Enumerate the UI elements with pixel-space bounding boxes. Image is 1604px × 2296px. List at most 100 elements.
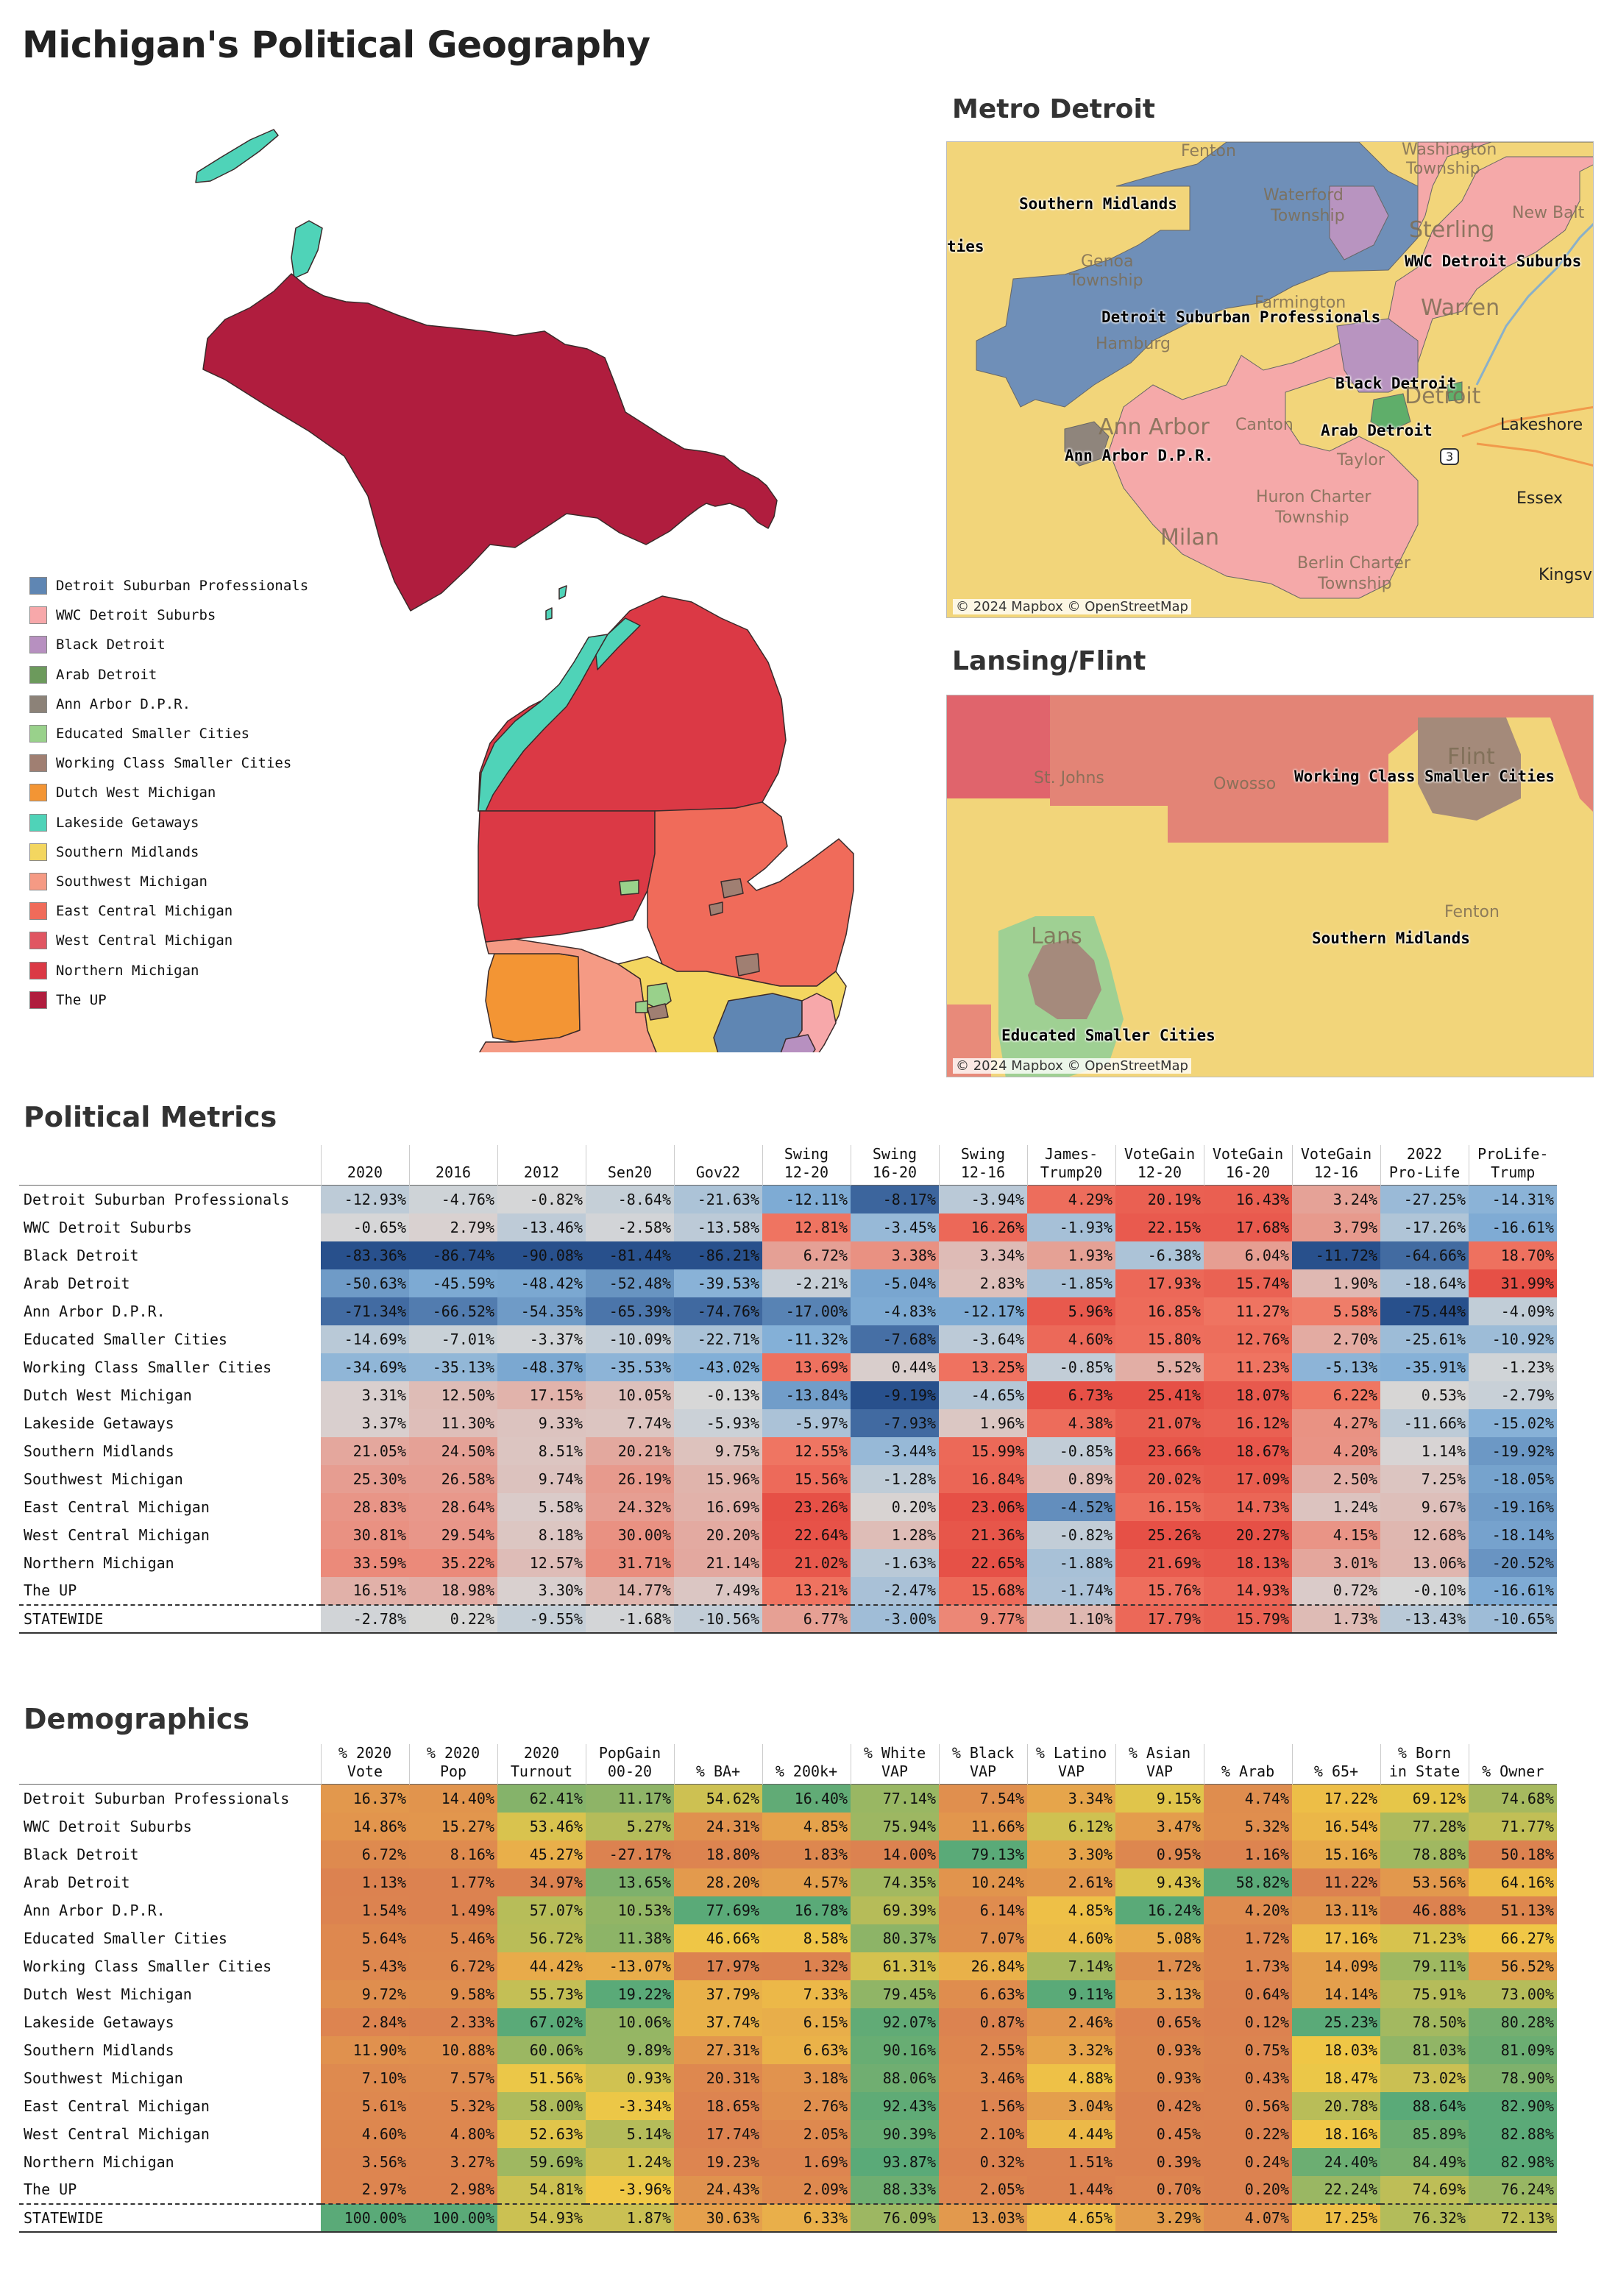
table-cell: 3.37% xyxy=(321,1409,409,1437)
column-header[interactable]: % BA+ xyxy=(673,1744,762,1785)
table-total-row[interactable]: STATEWIDE 100.00% 100.00% 54.93% 1.87% 30.63%… xyxy=(19,2203,1557,2233)
column-header[interactable]: % White VAP xyxy=(850,1744,939,1785)
table-row[interactable]: Southern Midlands 11.90% 10.88% 60.06% 9.89%… xyxy=(19,2035,1557,2064)
column-header[interactable]: 2020 xyxy=(320,1145,409,1186)
table-cell: 1.87% xyxy=(586,2203,674,2233)
table-cell: -1.74% xyxy=(1027,1576,1115,1605)
column-header[interactable]: 2020 Turnout xyxy=(497,1744,586,1785)
legend-swatch xyxy=(29,932,47,950)
table-cell: 3.79% xyxy=(1292,1213,1380,1241)
column-header[interactable]: Gov22 xyxy=(673,1145,762,1186)
table-row[interactable]: Southwest Michigan 7.10% 7.57% 51.56% 0.93% 2… xyxy=(19,2063,1557,2092)
table-row[interactable]: Detroit Suburban Professionals -12.93% -4.… xyxy=(19,1185,1557,1213)
table-cell: 28.83% xyxy=(321,1492,409,1521)
column-header[interactable]: PopGain 00-20 xyxy=(585,1744,674,1785)
column-header[interactable]: % Owner xyxy=(1468,1744,1557,1785)
table-cell: 0.70% xyxy=(1115,2175,1204,2204)
column-header[interactable]: % Black VAP xyxy=(938,1744,1027,1785)
table-row[interactable]: Lakeside Getaways 2.84% 2.33% 67.02% 10.06% 3… xyxy=(19,2008,1557,2036)
table-cell: -65.39% xyxy=(586,1297,674,1325)
table-cell: 7.54% xyxy=(939,1784,1027,1813)
column-header[interactable]: % Born in State xyxy=(1380,1744,1469,1785)
column-header-line: 2020 xyxy=(523,1744,560,1762)
table-row[interactable]: Ann Arbor D.P.R. -71.34% -66.52% -54.35% -65… xyxy=(19,1297,1557,1325)
column-header[interactable]: 2012 xyxy=(497,1145,586,1186)
table-cell: 18.16% xyxy=(1292,2119,1380,2148)
table-row[interactable]: Arab Detroit 1.13% 1.77% 34.97% 13.65% 28.20%… xyxy=(19,1868,1557,1896)
table-total-row[interactable]: STATEWIDE -2.78% 0.22% -9.55% -1.68% -10.56% 6… xyxy=(19,1604,1557,1634)
table-row[interactable]: Working Class Smaller Cities -34.69% -35.1… xyxy=(19,1353,1557,1381)
legend-item: Black Detroit xyxy=(29,630,308,659)
column-header[interactable]: % 200k+ xyxy=(762,1744,851,1785)
column-header[interactable]: VoteGain 16-20 xyxy=(1203,1145,1292,1186)
column-header[interactable]: James- Trump20 xyxy=(1026,1145,1115,1186)
table-cell: 14.00% xyxy=(851,1840,939,1868)
legend-swatch xyxy=(29,991,47,1009)
table-row[interactable]: Dutch West Michigan 3.31% 12.50% 17.15% 10.0… xyxy=(19,1381,1557,1409)
table-cell: 50.18% xyxy=(1469,1840,1557,1868)
table-row[interactable]: Northern Michigan 3.56% 3.27% 59.69% 1.24% 19… xyxy=(19,2147,1557,2176)
column-header[interactable]: % Arab xyxy=(1203,1744,1292,1785)
row-label: The UP xyxy=(19,2175,321,2204)
page-title: Michigan's Political Geography xyxy=(22,24,650,66)
column-header[interactable]: 2016 xyxy=(408,1145,497,1186)
legend-item: Lakeside Getaways xyxy=(29,808,308,837)
table-cell: -12.93% xyxy=(321,1185,409,1213)
table-row[interactable]: The UP 2.97% 2.98% 54.81% -3.96% 24.43% 2.09% 8… xyxy=(19,2175,1557,2204)
table-row[interactable]: East Central Michigan 28.83% 28.64% 5.58% 24… xyxy=(19,1492,1557,1521)
column-header[interactable]: VoteGain 12-20 xyxy=(1115,1145,1204,1186)
region-wcsc-saginaw xyxy=(720,878,744,899)
table-row[interactable]: Detroit Suburban Professionals 16.37% 14.4… xyxy=(19,1784,1557,1813)
table-row[interactable]: Southern Midlands 21.05% 24.50% 8.51% 20.21%… xyxy=(19,1436,1557,1465)
table-cell: 18.47% xyxy=(1292,2063,1380,2092)
column-header[interactable]: ProLife- Trump xyxy=(1468,1145,1557,1186)
table-cell: 85.89% xyxy=(1380,2119,1469,2148)
table-row[interactable]: WWC Detroit Suburbs 14.86% 15.27% 53.46% 5.2… xyxy=(19,1812,1557,1840)
table-row[interactable]: The UP 16.51% 18.98% 3.30% 14.77% 7.49% 13.21%… xyxy=(19,1576,1557,1605)
table-row[interactable]: Dutch West Michigan 9.72% 9.58% 55.73% 19.22… xyxy=(19,1980,1557,2008)
column-header[interactable]: % Latino VAP xyxy=(1026,1744,1115,1785)
column-header[interactable]: Swing 16-20 xyxy=(850,1145,939,1186)
column-header[interactable]: % Asian VAP xyxy=(1115,1744,1204,1785)
metro-detroit-regions xyxy=(976,142,1593,599)
table-cell: 78.50% xyxy=(1380,2008,1469,2036)
column-header[interactable]: % 2020 Pop xyxy=(408,1744,497,1785)
table-row[interactable]: Educated Smaller Cities -14.69% -7.01% -3.3… xyxy=(19,1325,1557,1353)
legend-swatch xyxy=(29,636,47,654)
column-header[interactable]: Swing 12-16 xyxy=(938,1145,1027,1186)
table-row[interactable]: Working Class Smaller Cities 5.43% 6.72% 44… xyxy=(19,1952,1557,1980)
metro-detroit-map[interactable]: Southern Midlands ties WWC Detroit Subur… xyxy=(946,141,1594,618)
table-row[interactable]: Arab Detroit -50.63% -45.59% -48.42% -52.48%… xyxy=(19,1269,1557,1297)
table-cell: 25.26% xyxy=(1115,1520,1204,1549)
table-row[interactable]: Southwest Michigan 25.30% 26.58% 9.74% 26.19… xyxy=(19,1464,1557,1493)
table-row[interactable]: Black Detroit -83.36% -86.74% -90.08% -81.44… xyxy=(19,1241,1557,1269)
lansing-flint-map[interactable]: St. Johns Owosso Flint Fenton Lans Worki… xyxy=(946,695,1594,1077)
column-header[interactable]: Sen20 xyxy=(585,1145,674,1186)
column-header[interactable]: VoteGain 12-16 xyxy=(1291,1145,1380,1186)
table-cell: 7.33% xyxy=(762,1980,851,2008)
column-header-line: 2020 xyxy=(347,1163,383,1181)
column-header[interactable]: % 2020 Vote xyxy=(320,1744,409,1785)
table-row[interactable]: West Central Michigan 4.60% 4.80% 52.63% 5.1… xyxy=(19,2119,1557,2148)
row-label: Educated Smaller Cities xyxy=(19,1924,321,1952)
table-row[interactable]: Educated Smaller Cities 5.64% 5.46% 56.72% 1… xyxy=(19,1924,1557,1952)
table-cell: 20.21% xyxy=(586,1436,674,1465)
table-cell: -8.64% xyxy=(586,1185,674,1213)
table-row[interactable]: WWC Detroit Suburbs -0.65% 2.79% -13.46% -2.… xyxy=(19,1213,1557,1241)
column-header[interactable]: Swing 12-20 xyxy=(762,1145,851,1186)
column-header[interactable]: 2022 Pro-Life xyxy=(1380,1145,1469,1186)
table-cell: 3.47% xyxy=(1115,1812,1204,1840)
table-row[interactable]: East Central Michigan 5.61% 5.32% 58.00% -3.… xyxy=(19,2091,1557,2120)
table-row[interactable]: Lakeside Getaways 3.37% 11.30% 9.33% 7.74% -5… xyxy=(19,1409,1557,1437)
table-row[interactable]: Ann Arbor D.P.R. 1.54% 1.49% 57.07% 10.53% 77… xyxy=(19,1896,1557,1924)
table-cell: 4.60% xyxy=(321,2119,409,2148)
table-cell: 57.07% xyxy=(497,1896,586,1924)
map-attribution-2[interactable]: © 2024 Mapbox © OpenStreetMap xyxy=(953,1058,1191,1074)
table-row[interactable]: West Central Michigan 30.81% 29.54% 8.18% 30… xyxy=(19,1520,1557,1549)
map-attribution[interactable]: © 2024 Mapbox © OpenStreetMap xyxy=(953,599,1191,614)
table-cell: 90.16% xyxy=(851,2035,939,2064)
table-cell: -6.38% xyxy=(1115,1241,1204,1269)
column-header[interactable]: % 65+ xyxy=(1291,1744,1380,1785)
table-row[interactable]: Black Detroit 6.72% 8.16% 45.27% -27.17% 18.8… xyxy=(19,1840,1557,1868)
table-row[interactable]: Northern Michigan 33.59% 35.22% 12.57% 31.71… xyxy=(19,1548,1557,1577)
